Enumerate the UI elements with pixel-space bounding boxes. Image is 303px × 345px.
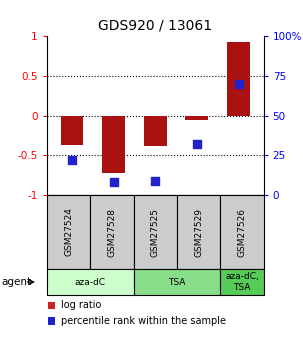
Point (195, 141, 199, 147)
Point (153, 178, 158, 184)
Text: GSM27526: GSM27526 (238, 207, 246, 257)
Text: GSM27528: GSM27528 (108, 207, 116, 257)
Bar (185, 116, 208, 119)
Bar (102, 116, 125, 173)
Text: TSA: TSA (168, 277, 186, 287)
Text: percentile rank within the sample: percentile rank within the sample (61, 316, 226, 326)
Text: GSM27529: GSM27529 (194, 207, 203, 257)
Bar (61, 116, 83, 145)
Text: agent: agent (2, 277, 32, 287)
Point (70, 157, 75, 163)
Bar (227, 42, 250, 116)
Text: aza-dC: aza-dC (75, 277, 106, 287)
Point (236, 81, 241, 87)
Text: aza-dC,
TSA: aza-dC, TSA (225, 272, 259, 292)
Text: GSM27525: GSM27525 (151, 207, 160, 257)
Title: GDS920 / 13061: GDS920 / 13061 (98, 18, 212, 32)
Bar (144, 116, 167, 146)
Text: GSM27524: GSM27524 (64, 208, 73, 256)
Text: log ratio: log ratio (61, 300, 101, 310)
Point (111, 179, 116, 185)
